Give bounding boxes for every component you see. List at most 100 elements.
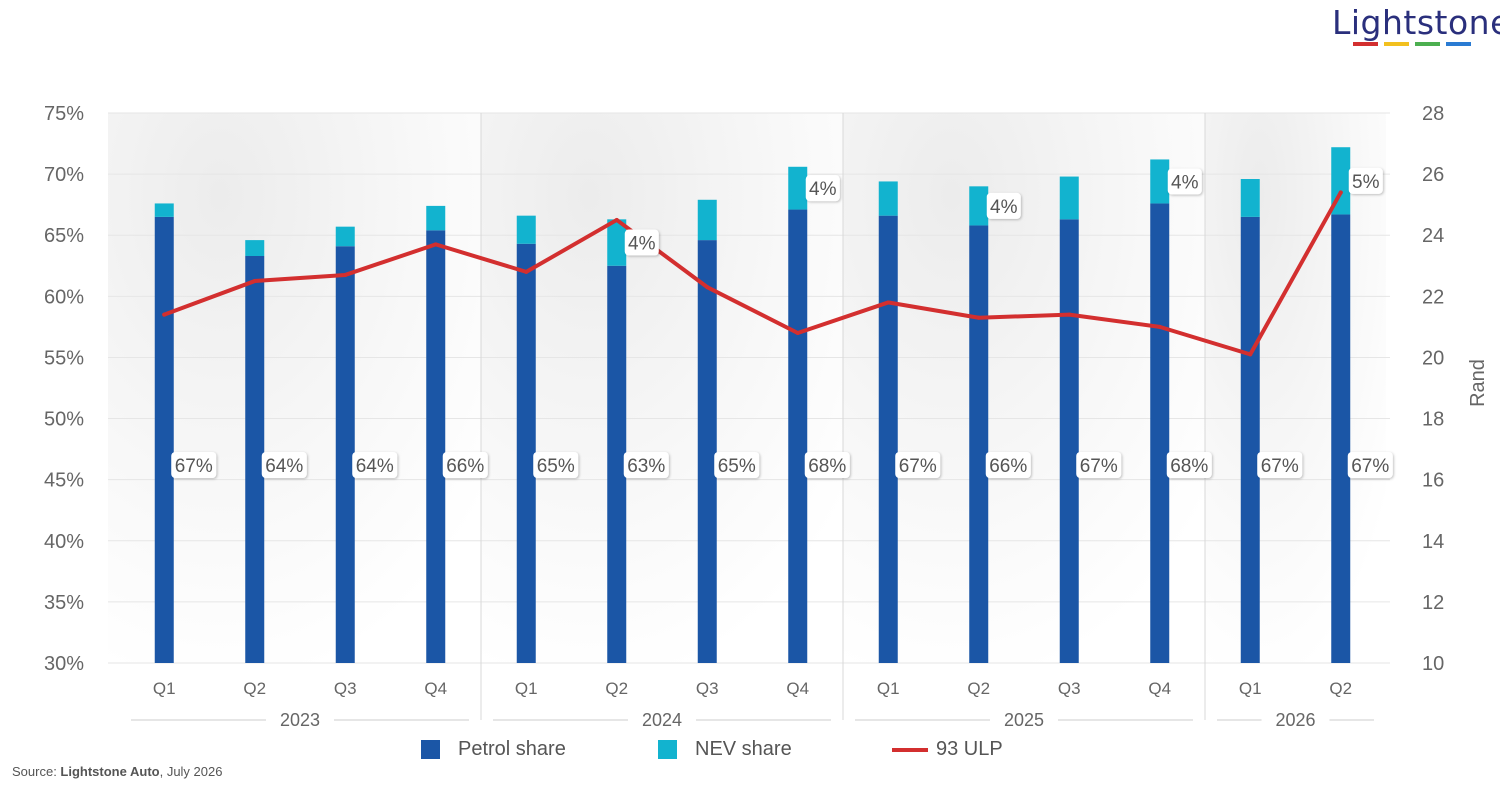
petrol-share-label-group: 67% xyxy=(171,452,217,478)
petrol-share-label-group: 67% xyxy=(895,452,941,478)
ulp-line-path xyxy=(162,190,1343,357)
petrol-share-label-box xyxy=(442,452,488,478)
petrol-share-label: 68% xyxy=(1170,456,1208,477)
bar-petrol xyxy=(154,216,174,663)
bar-petrol xyxy=(1240,216,1260,663)
bar-nev xyxy=(426,205,446,231)
bar-petrol xyxy=(607,265,627,663)
bar-petrol xyxy=(335,246,355,663)
nev-share-label-group: 5% xyxy=(1348,167,1383,194)
petrol-share-label-group: 66% xyxy=(985,452,1031,478)
petrol-share-label-group: 64% xyxy=(261,452,307,478)
right-axis-title: Rand xyxy=(1467,359,1489,407)
logo-stripe-green xyxy=(1415,42,1440,46)
lightstone-logo: Lightstone xyxy=(1332,4,1500,46)
nev-share-label: 4% xyxy=(628,234,656,255)
nev-share-label-group: 4% xyxy=(986,192,1021,219)
bar-nev xyxy=(1059,176,1079,220)
petrol-share-label-box xyxy=(171,452,217,478)
petrol-share-label-box xyxy=(352,452,398,478)
plot-background xyxy=(108,113,1386,663)
petrol-share-label: 64% xyxy=(356,456,394,477)
bar-nev xyxy=(788,166,808,210)
petrol-share-label-group: 67% xyxy=(1076,452,1122,478)
year-label: 2023 xyxy=(280,710,320,730)
petrol-share-label-box xyxy=(985,452,1031,478)
petrol-share-label-group: 68% xyxy=(804,452,850,478)
petrol-share-label: 67% xyxy=(1351,456,1389,477)
petrol-share-label-box xyxy=(804,452,850,478)
nev-share-label-box xyxy=(624,229,659,256)
ulp-point xyxy=(524,269,529,274)
nev-share-label-group: 4% xyxy=(805,175,840,202)
right-tick-label: 18 xyxy=(1422,409,1444,431)
logo-stripe-yellow xyxy=(1384,42,1409,46)
legend: Petrol share NEV share 93 ULP xyxy=(0,738,1500,768)
left-tick-label: 35% xyxy=(44,592,84,614)
ulp-point xyxy=(1338,190,1343,195)
ulp-line xyxy=(162,190,1343,357)
legend-swatch-petrol xyxy=(421,740,440,759)
bar-nev xyxy=(878,181,898,216)
bar-petrol xyxy=(697,240,717,663)
petrol-share-label-box xyxy=(623,452,669,478)
petrol-share-label-group: 67% xyxy=(1347,452,1393,478)
nev-share-label-box xyxy=(1167,168,1202,195)
petrol-share-label: 63% xyxy=(627,456,665,477)
nev-share-label-group: 4% xyxy=(1167,168,1202,195)
ulp-point xyxy=(433,242,438,247)
quarter-tick-label: Q4 xyxy=(424,679,447,698)
petrol-share-label: 67% xyxy=(1080,456,1118,477)
petrol-share-label: 67% xyxy=(1261,456,1299,477)
bar-petrol xyxy=(1059,219,1079,664)
bar-petrol xyxy=(878,215,898,663)
legend-label-nev: NEV share xyxy=(695,738,792,760)
legend-item-ulp: 93 ULP xyxy=(892,738,1003,761)
left-tick-label: 70% xyxy=(44,164,84,186)
quarter-tick-label: Q4 xyxy=(786,679,809,698)
petrol-share-label-box xyxy=(261,452,307,478)
bar-nev xyxy=(697,199,717,241)
left-axis: 30% 35% 40% 45% 50% 55% 60% 65% 70% 75% xyxy=(44,103,84,675)
petrol-share-label-box xyxy=(895,452,941,478)
petrol-share-label: 66% xyxy=(446,456,484,477)
petrol-share-label-group: 66% xyxy=(442,452,488,478)
left-tick-label: 40% xyxy=(44,531,84,553)
quarter-tick-label: Q3 xyxy=(334,679,357,698)
quarter-tick-label: Q1 xyxy=(877,679,900,698)
plot-shade-2026 xyxy=(1205,113,1386,663)
legend-label-petrol: Petrol share xyxy=(458,738,566,760)
ulp-point xyxy=(1157,324,1162,329)
bar-nev xyxy=(154,203,174,217)
bar-petrol xyxy=(969,225,989,663)
petrol-share-label: 66% xyxy=(989,456,1027,477)
year-label: 2024 xyxy=(642,710,682,730)
left-tick-label: 50% xyxy=(44,409,84,431)
left-tick-label: 55% xyxy=(44,347,84,369)
left-tick-label: 75% xyxy=(44,103,84,125)
ulp-point xyxy=(886,300,891,305)
petrol-share-label-group: 64% xyxy=(352,452,398,478)
quarter-tick-label: Q1 xyxy=(153,679,176,698)
quarter-tick-label: Q3 xyxy=(1058,679,1081,698)
source-prefix: Source: xyxy=(12,764,61,779)
petrol-share-label: 65% xyxy=(718,456,756,477)
left-tick-label: 60% xyxy=(44,286,84,308)
nev-share-label-group: 4% xyxy=(624,229,659,256)
source-name: Lightstone Auto xyxy=(60,764,160,779)
quarter-tick-label: Q3 xyxy=(696,679,719,698)
bar-petrol xyxy=(1331,214,1351,663)
left-tick-label: 65% xyxy=(44,225,84,247)
bar-petrol xyxy=(245,256,265,663)
ulp-point xyxy=(705,285,710,290)
right-tick-label: 12 xyxy=(1422,592,1444,614)
quarter-tick-label: Q2 xyxy=(1329,679,1352,698)
legend-item-petrol: Petrol share xyxy=(421,738,566,761)
left-tick-label: 45% xyxy=(44,470,84,492)
source-suffix: , July 2026 xyxy=(159,764,223,779)
quarter-tick-label: Q2 xyxy=(605,679,628,698)
petrol-share-label-box xyxy=(714,452,760,478)
left-tick-label: 30% xyxy=(44,653,84,675)
bar-nev xyxy=(1150,159,1170,204)
bar-nev xyxy=(969,186,989,226)
